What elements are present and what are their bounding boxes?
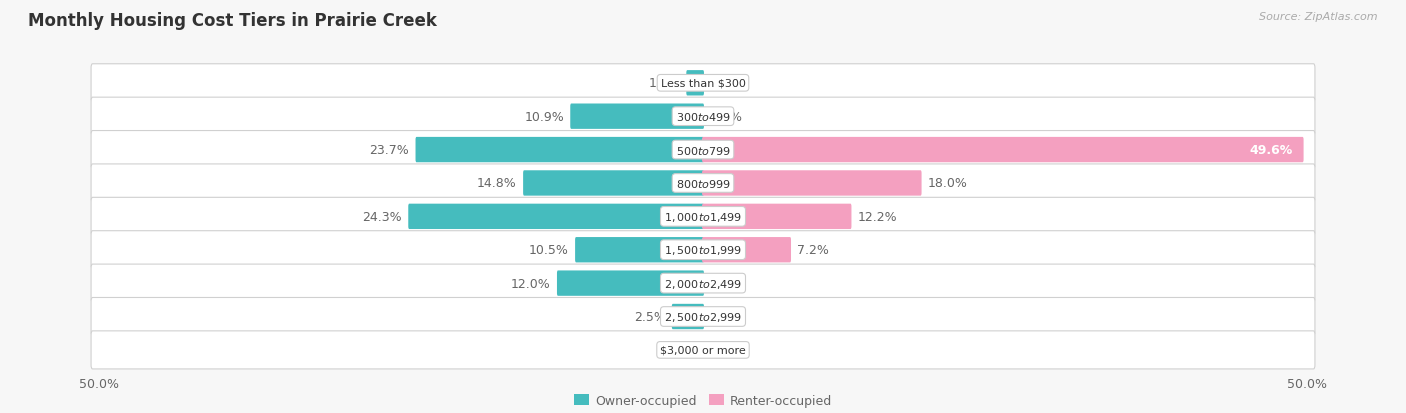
- Text: $2,500 to $2,999: $2,500 to $2,999: [664, 310, 742, 323]
- Text: Monthly Housing Cost Tiers in Prairie Creek: Monthly Housing Cost Tiers in Prairie Cr…: [28, 12, 437, 30]
- FancyBboxPatch shape: [91, 64, 1315, 102]
- Text: 12.2%: 12.2%: [858, 210, 897, 223]
- FancyBboxPatch shape: [575, 237, 704, 263]
- Text: 7.2%: 7.2%: [797, 244, 830, 256]
- FancyBboxPatch shape: [91, 298, 1315, 336]
- Text: $1,500 to $1,999: $1,500 to $1,999: [664, 244, 742, 256]
- FancyBboxPatch shape: [686, 71, 704, 96]
- Legend: Owner-occupied, Renter-occupied: Owner-occupied, Renter-occupied: [568, 389, 838, 412]
- Text: 0.0%: 0.0%: [710, 310, 742, 323]
- Text: $2,000 to $2,499: $2,000 to $2,499: [664, 277, 742, 290]
- Text: 0.0%: 0.0%: [710, 110, 742, 123]
- Text: $500 to $799: $500 to $799: [675, 144, 731, 156]
- Text: 0.0%: 0.0%: [710, 277, 742, 290]
- Text: $3,000 or more: $3,000 or more: [661, 345, 745, 355]
- Text: 1.3%: 1.3%: [648, 77, 681, 90]
- FancyBboxPatch shape: [408, 204, 704, 230]
- Text: 24.3%: 24.3%: [363, 210, 402, 223]
- Text: 10.5%: 10.5%: [529, 244, 569, 256]
- FancyBboxPatch shape: [557, 271, 704, 296]
- FancyBboxPatch shape: [702, 204, 852, 230]
- FancyBboxPatch shape: [416, 138, 704, 163]
- FancyBboxPatch shape: [91, 231, 1315, 269]
- FancyBboxPatch shape: [91, 164, 1315, 202]
- Text: 14.8%: 14.8%: [477, 177, 517, 190]
- Text: 0.0%: 0.0%: [710, 344, 742, 356]
- Text: Source: ZipAtlas.com: Source: ZipAtlas.com: [1260, 12, 1378, 22]
- FancyBboxPatch shape: [91, 98, 1315, 136]
- FancyBboxPatch shape: [91, 198, 1315, 236]
- FancyBboxPatch shape: [571, 104, 704, 130]
- Text: 0.0%: 0.0%: [664, 344, 696, 356]
- FancyBboxPatch shape: [91, 131, 1315, 169]
- Text: 18.0%: 18.0%: [928, 177, 967, 190]
- FancyBboxPatch shape: [702, 237, 792, 263]
- Text: 49.6%: 49.6%: [1250, 144, 1294, 157]
- FancyBboxPatch shape: [702, 138, 1303, 163]
- Text: 2.5%: 2.5%: [634, 310, 665, 323]
- FancyBboxPatch shape: [91, 331, 1315, 369]
- Text: 10.9%: 10.9%: [524, 110, 564, 123]
- FancyBboxPatch shape: [672, 304, 704, 330]
- FancyBboxPatch shape: [523, 171, 704, 196]
- Text: $1,000 to $1,499: $1,000 to $1,499: [664, 210, 742, 223]
- Text: 23.7%: 23.7%: [370, 144, 409, 157]
- Text: Less than $300: Less than $300: [661, 78, 745, 88]
- FancyBboxPatch shape: [91, 264, 1315, 302]
- Text: $300 to $499: $300 to $499: [675, 111, 731, 123]
- Text: 0.0%: 0.0%: [710, 77, 742, 90]
- Text: 12.0%: 12.0%: [510, 277, 551, 290]
- FancyBboxPatch shape: [702, 171, 921, 196]
- Text: $800 to $999: $800 to $999: [675, 178, 731, 190]
